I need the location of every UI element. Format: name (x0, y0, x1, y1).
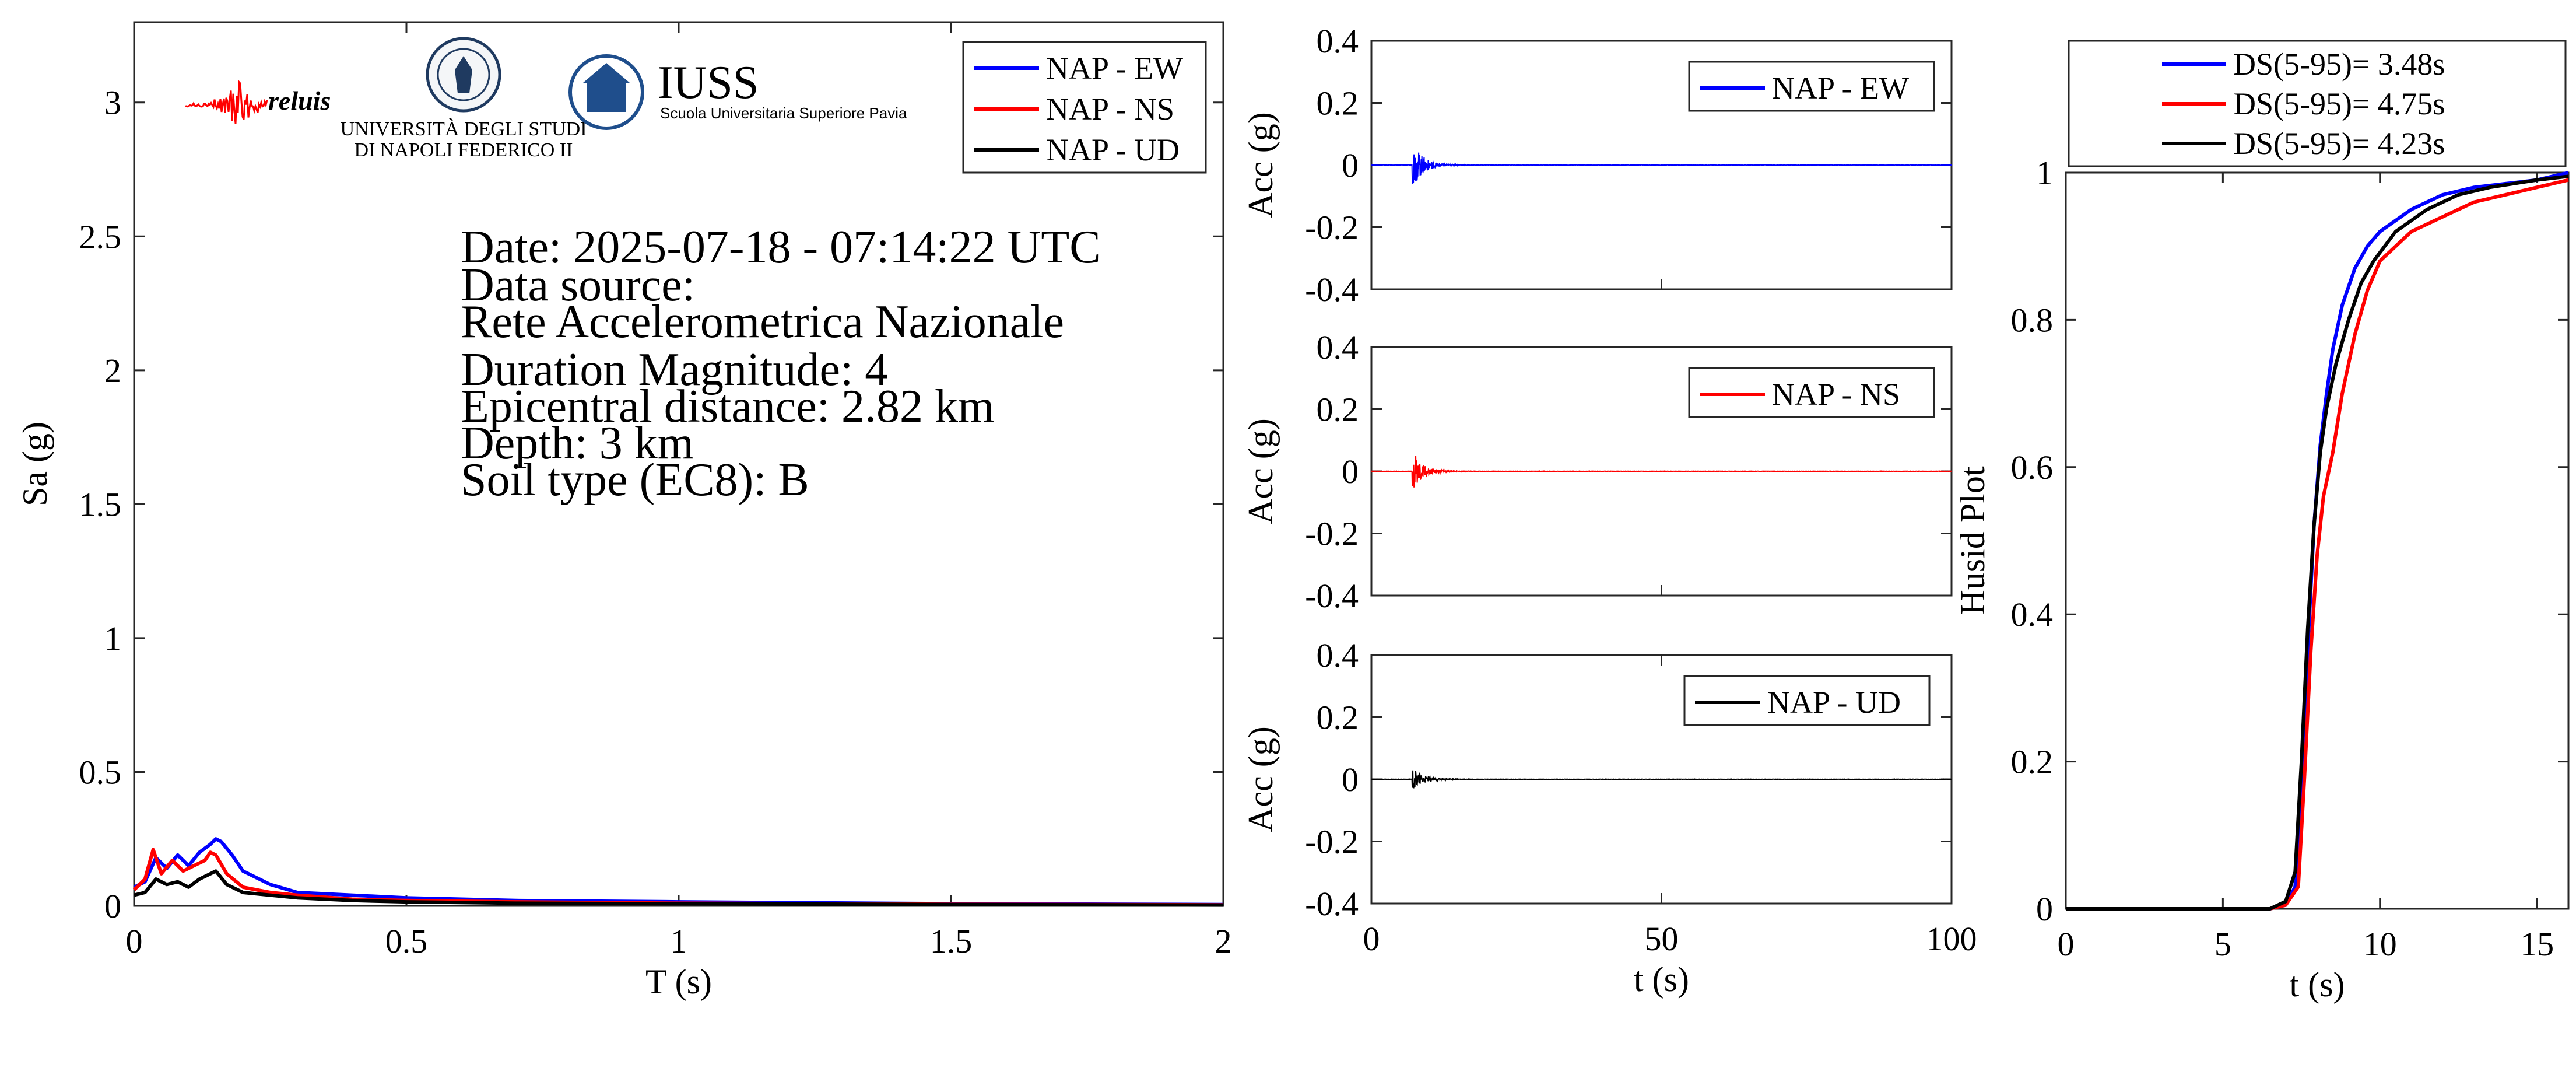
y-tick-label: 0.6 (2011, 449, 2054, 486)
x-tick-label: 100 (1926, 920, 1977, 958)
unina-logo: UNIVERSITÀ DEGLI STUDI DI NAPOLI FEDERIC… (340, 37, 587, 161)
iuss-emblem-building (587, 82, 626, 112)
iuss-logo: IUSS Scuola Universitaria Superiore Pavi… (568, 54, 907, 130)
info-depth: Depth: 3 km (461, 418, 694, 469)
logos: reluis UNIVERSITÀ DEGLI STUDI DI NAPOLI … (185, 37, 907, 161)
unina-seal-figure (455, 56, 472, 93)
y-tick-label: 1 (2036, 154, 2053, 192)
x-tick-label: 2 (1215, 922, 1232, 960)
legend-box (2068, 40, 2567, 167)
x-tick-label: 0 (1363, 920, 1380, 958)
y-tick-label: -0.2 (1305, 823, 1359, 861)
husid-curve (2066, 178, 2569, 911)
acc-ew-panel: -0.4 -0.2 0 0.2 0.4 Acc (g) NAP - EW (1241, 22, 1953, 309)
iuss-title: IUSS (658, 57, 759, 108)
x-tick-label: 10 (2363, 925, 2397, 963)
y-tick-label: 0.4 (1317, 22, 1359, 60)
x-tick-label: 0 (2058, 925, 2075, 963)
y-tick-label: 1 (104, 619, 121, 657)
y-tick-label: 0.4 (2011, 596, 2054, 633)
x-axis-label: t (s) (1634, 960, 1689, 999)
x-tick-label: 0 (126, 922, 143, 960)
husid-curve (2066, 174, 2569, 911)
acceleration-trace (1371, 770, 1952, 789)
y-tick-label: 0 (1342, 761, 1359, 799)
y-tick-label: 0.4 (1317, 328, 1359, 366)
y-tick-label: 0.5 (79, 753, 122, 791)
y-tick-label: 3 (104, 84, 121, 122)
iuss-emblem-roof (583, 63, 630, 83)
y-axis-label: Acc (g) (1241, 418, 1280, 524)
x-tick-label: 1 (671, 922, 687, 960)
y-tick-label: 0.2 (1317, 391, 1359, 429)
legend-label: DS(5-95)= 4.75s (2233, 86, 2445, 121)
x-tick-label: 1.5 (930, 922, 973, 960)
legend-label: NAP - EW (1046, 51, 1183, 86)
reluis-logo: reluis (185, 79, 331, 124)
event-info: Date: 2025-07-18 - 07:14:22 UTC Data sou… (461, 222, 1101, 506)
y-tick-label: 0.4 (1317, 636, 1359, 674)
y-tick-label: 0.8 (2011, 301, 2054, 339)
info-distance: Epicentral distance: 2.82 km (461, 381, 994, 432)
legend-label: DS(5-95)= 4.23s (2233, 126, 2445, 161)
y-tick-label: -0.2 (1305, 209, 1359, 247)
legend-label: NAP - UD (1767, 685, 1901, 720)
y-tick-label: 0 (1342, 146, 1359, 184)
y-tick-label: 2.5 (79, 218, 122, 255)
y-tick-label: 0 (1342, 453, 1359, 491)
info-soil: Soil type (EC8): B (461, 454, 809, 506)
y-tick-label: 1.5 (79, 485, 122, 523)
legend-label: NAP - NS (1772, 377, 1900, 412)
x-tick-label: 5 (2214, 925, 2231, 963)
y-tick-label: 0.2 (1317, 85, 1359, 122)
acc-ns-panel: -0.4 -0.2 0 0.2 0.4 Acc (g) NAP - NS (1241, 328, 1953, 615)
reluis-waveform (185, 79, 268, 124)
reluis-logo-text: reluis (268, 86, 331, 115)
legend-label: DS(5-95)= 3.48s (2233, 47, 2445, 82)
spectrum-panel: 0 0.5 1 1.5 2 2.5 3 0 0.5 1 1.5 2 T (s) Sa (g) NAP - E… (16, 21, 1232, 1001)
info-source-label: Data source: (461, 260, 695, 311)
x-tick-label: 50 (1645, 920, 1679, 958)
y-tick-label: 0 (104, 887, 121, 925)
legend-label: NAP - EW (1772, 71, 1909, 106)
acc-ud-panel: -0.4 -0.2 0 0.2 0.4 0 50 100 t (s) Acc (g) NAP - U… (1241, 636, 1977, 999)
unina-text-line2: DI NAPOLI FEDERICO II (355, 139, 573, 161)
info-date: Date: 2025-07-18 - 07:14:22 UTC (461, 222, 1101, 273)
info-magnitude: Duration Magnitude: 4 (461, 344, 888, 395)
unina-seal-inner (437, 48, 490, 101)
y-tick-label: 0.2 (1317, 699, 1359, 737)
y-tick-label: 0 (2036, 890, 2053, 928)
y-tick-label: -0.4 (1305, 577, 1359, 615)
x-tick-label: 15 (2520, 925, 2554, 963)
info-source: Rete Accelerometrica Nazionale (461, 296, 1064, 348)
iuss-subtitle: Scuola Universitaria Superiore Pavia (660, 104, 907, 122)
y-axis-label: Sa (g) (16, 422, 54, 506)
y-axis-label: Acc (g) (1241, 726, 1280, 832)
legend-label: NAP - UD (1046, 132, 1180, 167)
legend-label: NAP - NS (1046, 92, 1174, 127)
unina-text-line1: UNIVERSITÀ DEGLI STUDI (340, 118, 587, 140)
y-tick-label: -0.2 (1305, 515, 1359, 553)
husid-panel: 00.20.40.60.810 5 10 15t (s)Husid PlotDS(5-… (1953, 40, 2570, 1004)
y-axis-label: Acc (g) (1241, 112, 1280, 218)
legend-box (1683, 675, 1931, 726)
x-tick-label: 0.5 (385, 922, 428, 960)
series-line-nap-ud (134, 869, 1224, 907)
y-tick-label: -0.4 (1305, 885, 1359, 923)
y-axis-label: Husid Plot (1953, 466, 1992, 615)
acceleration-trace (1371, 152, 1952, 184)
acceleration-trace (1371, 456, 1952, 488)
y-tick-label: 2 (104, 352, 121, 390)
x-axis-label: t (s) (2290, 965, 2345, 1004)
y-tick-label: 0.2 (2011, 743, 2054, 781)
x-axis-label: T (s) (645, 962, 712, 1001)
y-tick-label: -0.4 (1305, 271, 1359, 309)
